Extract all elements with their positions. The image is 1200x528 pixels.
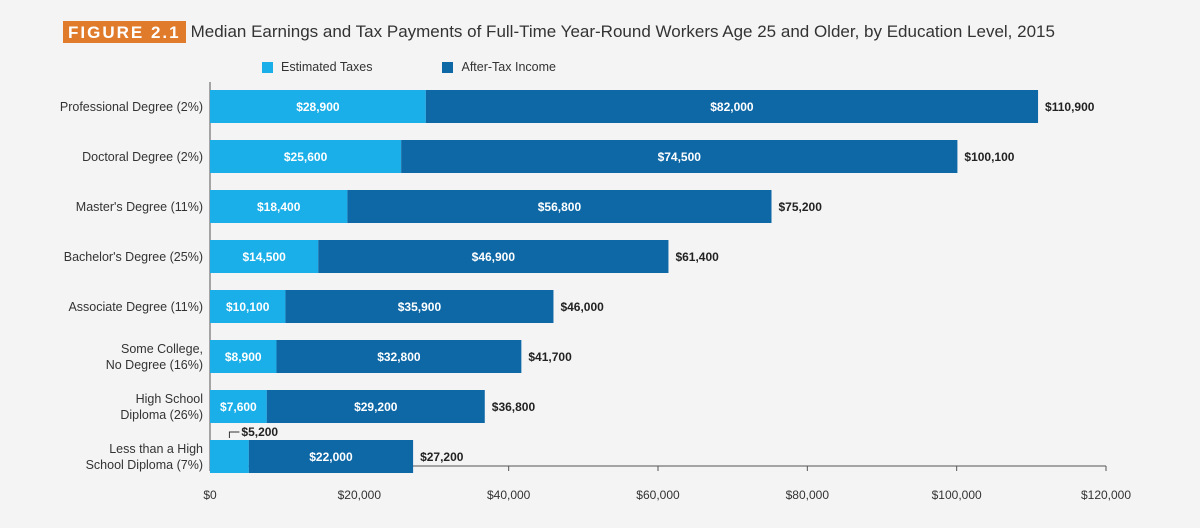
total-label: $41,700 (528, 350, 572, 364)
x-tick-label: $60,000 (636, 488, 680, 502)
data-label-estimated-taxes: $18,400 (257, 200, 301, 214)
category-label: School Diploma (7%) (86, 458, 203, 472)
bar-after-tax-income (266, 390, 485, 423)
bar-after-tax-income (425, 90, 1039, 123)
data-label-after-tax-income: $82,000 (710, 100, 754, 114)
legend-item-estimated-taxes: Estimated Taxes (262, 60, 372, 74)
total-label: $110,900 (1045, 100, 1095, 114)
total-label: $46,000 (560, 300, 604, 314)
category-label: Less than a High (109, 442, 203, 456)
data-label-after-tax-income: $74,500 (658, 150, 702, 164)
bar-estimated-taxes (210, 290, 286, 323)
bar-estimated-taxes (210, 390, 267, 423)
bar-after-tax-income (318, 240, 669, 273)
data-label-after-tax-income: $35,900 (398, 300, 442, 314)
category-label: High School (136, 392, 203, 406)
legend: Estimated Taxes After-Tax Income (262, 60, 626, 74)
x-tick-label: $120,000 (1081, 488, 1131, 502)
figure-header: FIGURE 2.1 Median Earnings and Tax Payme… (63, 20, 1055, 44)
bar-estimated-taxes (210, 90, 426, 123)
legend-item-after-tax-income: After-Tax Income (442, 60, 556, 74)
bar-estimated-taxes (210, 340, 277, 373)
total-label: $75,200 (778, 200, 822, 214)
data-label-after-tax-income: $32,800 (377, 350, 421, 364)
data-label-estimated-taxes: $25,600 (284, 150, 328, 164)
data-label-after-tax-income: $22,000 (309, 450, 353, 464)
bar-after-tax-income (248, 440, 414, 473)
category-label: Doctoral Degree (2%) (82, 150, 203, 164)
x-tick-label: $40,000 (487, 488, 531, 502)
data-label-after-tax-income: $29,200 (354, 400, 398, 414)
total-label: $61,400 (675, 250, 719, 264)
data-label-after-tax-income: $46,900 (472, 250, 516, 264)
category-label: Diploma (26%) (120, 408, 203, 422)
data-label-estimated-taxes: $14,500 (242, 250, 286, 264)
data-label-estimated-taxes: $10,100 (226, 300, 270, 314)
data-label-estimated-taxes: $28,900 (296, 100, 340, 114)
legend-swatch-after-tax-income (442, 61, 454, 73)
figure-label: FIGURE 2.1 (63, 21, 186, 43)
callout-line (228, 431, 240, 438)
bar-estimated-taxes (210, 440, 249, 473)
category-label: Professional Degree (2%) (60, 100, 203, 114)
bar-after-tax-income (276, 340, 522, 373)
total-label: $36,800 (492, 400, 536, 414)
category-label: Bachelor's Degree (25%) (64, 250, 203, 264)
legend-label-estimated-taxes: Estimated Taxes (281, 60, 373, 74)
data-label-estimated-taxes: $5,200 (241, 425, 278, 439)
bar-estimated-taxes (210, 140, 402, 173)
category-label: Associate Degree (11%) (68, 300, 203, 314)
chart-title: Median Earnings and Tax Payments of Full… (190, 22, 1055, 41)
data-label-after-tax-income: $56,800 (538, 200, 582, 214)
category-label: No Degree (16%) (106, 358, 203, 372)
x-tick-label: $100,000 (932, 488, 982, 502)
bar-after-tax-income (285, 290, 554, 323)
x-tick-label: $80,000 (786, 488, 830, 502)
legend-label-after-tax-income: After-Tax Income (461, 60, 556, 74)
x-tick-label: $0 (203, 488, 217, 502)
total-label: $100,100 (964, 150, 1014, 164)
bar-estimated-taxes (210, 190, 348, 223)
total-label: $27,200 (420, 450, 464, 464)
x-tick-label: $20,000 (338, 488, 382, 502)
bar-after-tax-income (401, 140, 958, 173)
data-label-estimated-taxes: $7,600 (220, 400, 257, 414)
bar-after-tax-income (347, 190, 772, 223)
data-label-estimated-taxes: $8,900 (225, 350, 262, 364)
legend-swatch-estimated-taxes (262, 61, 273, 73)
category-label: Some College, (121, 342, 203, 356)
bar-estimated-taxes (210, 240, 319, 273)
category-label: Master's Degree (11%) (76, 200, 203, 214)
